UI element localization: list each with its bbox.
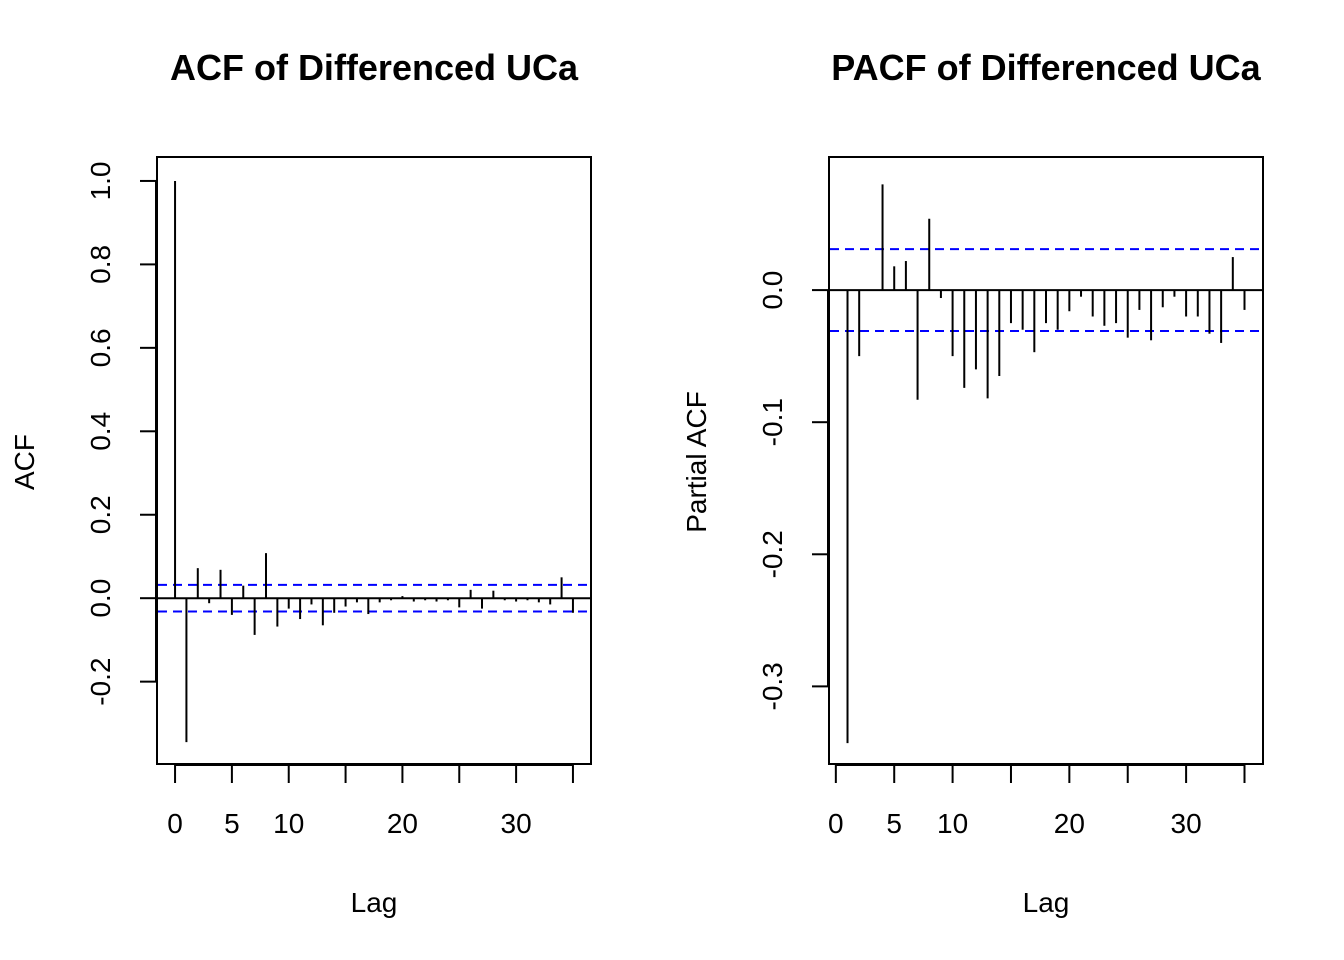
- pacf-x-tick-label: 0: [828, 808, 844, 839]
- pacf-y-tick-label: -0.2: [757, 530, 788, 578]
- acf-y-tick-label: 1.0: [85, 161, 116, 200]
- acf-y-tick-label: 0.4: [85, 412, 116, 451]
- pacf-xlabel: Lag: [1023, 887, 1070, 918]
- acf-y-tick-label: -0.2: [85, 658, 116, 706]
- acf-y-tick-label: 0.8: [85, 245, 116, 284]
- pacf-y-tick-label: -0.3: [757, 662, 788, 710]
- acf-x-tick-label: 10: [273, 808, 304, 839]
- pacf-y-tick-label: 0.0: [757, 271, 788, 310]
- acf-y-tick-label: 0.0: [85, 579, 116, 618]
- acf-y-tick-label: 0.6: [85, 328, 116, 367]
- pacf-x-tick-label: 5: [886, 808, 902, 839]
- acf-x-tick-label: 20: [387, 808, 418, 839]
- acf-panel: ACF of Differenced UCa Lag ACF 0 5 10 20 30 -…: [9, 47, 592, 918]
- acf-y-tick-label: 0.2: [85, 495, 116, 534]
- acf-x-tick-label: 0: [167, 808, 183, 839]
- acf-marks: 0 5 10 20 30 -0.2 0.0 0.2 0.4 0.6 0.8 1.0: [85, 161, 590, 839]
- pacf-ylabel: Partial ACF: [681, 391, 712, 533]
- pacf-x-tick-label: 10: [937, 808, 968, 839]
- pacf-panel: PACF of Differenced UCa Lag Partial ACF …: [681, 47, 1264, 918]
- pacf-title: PACF of Differenced UCa: [831, 47, 1261, 88]
- acf-x-tick-label: 5: [224, 808, 240, 839]
- acf-title: ACF of Differenced UCa: [170, 47, 579, 88]
- acf-x-tick-label: 30: [501, 808, 532, 839]
- pacf-marks: 0 5 10 20 30 -0.3 -0.2 -0.1 0.0: [757, 184, 1262, 839]
- acf-ylabel: ACF: [9, 434, 40, 490]
- acf-xlabel: Lag: [351, 887, 398, 918]
- pacf-y-tick-label: -0.1: [757, 398, 788, 446]
- pacf-x-tick-label: 30: [1171, 808, 1202, 839]
- pacf-x-tick-label: 20: [1054, 808, 1085, 839]
